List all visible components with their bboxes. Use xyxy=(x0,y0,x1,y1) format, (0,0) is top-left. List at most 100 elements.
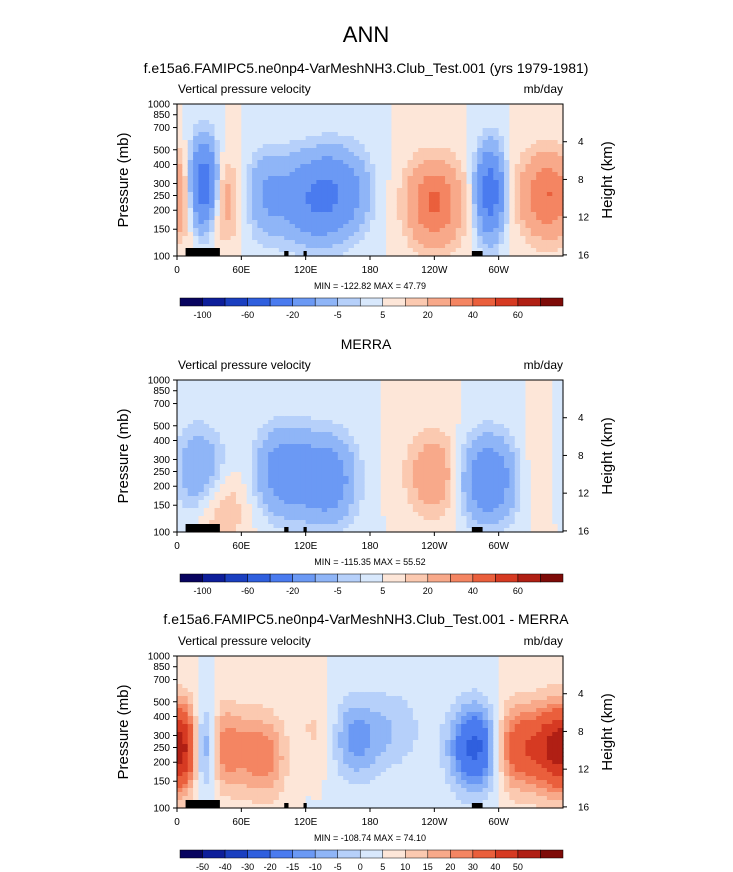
heatmap-cell xyxy=(273,160,280,165)
heatmap-cell xyxy=(450,108,457,113)
heatmap-cell xyxy=(450,496,457,501)
heatmap-cell xyxy=(230,512,237,517)
heatmap-cell xyxy=(493,196,500,201)
heatmap-cell xyxy=(289,108,296,113)
heatmap-cell xyxy=(246,420,253,425)
heatmap-cell xyxy=(370,148,376,153)
heatmap-cell xyxy=(359,252,366,257)
heatmap-cell xyxy=(466,476,473,481)
heatmap-cell xyxy=(187,148,194,153)
heatmap-cell xyxy=(461,232,468,237)
heatmap-cell xyxy=(294,136,301,141)
heatmap-cell xyxy=(423,188,430,193)
heatmap-cell xyxy=(278,456,285,461)
heatmap-cell xyxy=(557,108,564,113)
heatmap-cell xyxy=(300,120,307,125)
heatmap-cell xyxy=(219,252,226,257)
heatmap-cell xyxy=(386,212,393,217)
heatmap-cell xyxy=(370,212,376,217)
heatmap-cell xyxy=(348,384,355,389)
heatmap-cell xyxy=(235,392,242,397)
heatmap-cell xyxy=(182,472,189,477)
heatmap-cell xyxy=(370,204,376,209)
heatmap-cell xyxy=(418,500,425,505)
heatmap-cell xyxy=(359,128,366,133)
heatmap-cell xyxy=(332,380,339,385)
heatmap-cell xyxy=(471,520,478,525)
heatmap-cell xyxy=(294,496,301,501)
heatmap-cell xyxy=(235,156,242,161)
heatmap-cell xyxy=(177,132,183,137)
heatmap-cell xyxy=(487,200,494,205)
heatmap-cell xyxy=(391,528,398,533)
heatmap-cell xyxy=(284,396,291,401)
heatmap-cell xyxy=(235,220,242,225)
heatmap-cell xyxy=(353,180,360,185)
heatmap-cell xyxy=(332,200,339,205)
heatmap-cell xyxy=(252,380,259,385)
heatmap-cell xyxy=(198,384,205,389)
heatmap-cell xyxy=(428,476,435,481)
heatmap-cell xyxy=(348,528,355,533)
heatmap-cell xyxy=(450,528,457,533)
heatmap-cell xyxy=(418,220,425,225)
heatmap-cell xyxy=(332,480,339,485)
heatmap-cell xyxy=(396,120,403,125)
heatmap-cell xyxy=(380,136,387,141)
heatmap-cell xyxy=(337,436,344,441)
heatmap-cell xyxy=(525,136,532,141)
heatmap-cell xyxy=(482,236,489,241)
heatmap-cell xyxy=(198,520,205,525)
heatmap-cell xyxy=(311,184,317,189)
heatmap-cell xyxy=(262,236,269,241)
heatmap-cell xyxy=(391,384,398,389)
heatmap-cell xyxy=(193,160,200,165)
heatmap-cell xyxy=(353,400,360,405)
heatmap-cell xyxy=(321,436,328,441)
heatmap-cell xyxy=(219,244,226,249)
heatmap-cell xyxy=(343,400,350,405)
heatmap-cell xyxy=(391,128,398,133)
heatmap-cell xyxy=(284,220,291,225)
heatmap-cell xyxy=(396,444,403,449)
heatmap-cell xyxy=(439,416,446,421)
heatmap-cell xyxy=(402,472,409,477)
heatmap-cell xyxy=(418,436,425,441)
heatmap-cell xyxy=(311,432,317,437)
heatmap-cell xyxy=(445,420,452,425)
heatmap-cell xyxy=(455,232,462,237)
heatmap-cell xyxy=(214,488,221,493)
heatmap-cell xyxy=(455,416,462,421)
heatmap-cell xyxy=(391,244,398,249)
heatmap-cell xyxy=(235,468,242,473)
heatmap-cell xyxy=(504,152,510,157)
heatmap-cell xyxy=(445,220,452,225)
heatmap-cell xyxy=(252,488,259,493)
heatmap-cell xyxy=(235,140,242,145)
heatmap-cell xyxy=(359,140,366,145)
heatmap-cell xyxy=(455,188,462,193)
heatmap-cell xyxy=(257,384,264,389)
heatmap-cell xyxy=(552,212,559,217)
heatmap-cell xyxy=(327,384,334,389)
heatmap-cell xyxy=(182,496,189,501)
heatmap-cell xyxy=(445,460,452,465)
heatmap-cell xyxy=(257,196,264,201)
heatmap-cell xyxy=(300,380,307,385)
heatmap-cell xyxy=(209,520,216,525)
heatmap-cell xyxy=(327,468,334,473)
heatmap-cell xyxy=(450,444,457,449)
heatmap-cell xyxy=(412,492,419,497)
heatmap-cell xyxy=(268,112,275,117)
heatmap-cell xyxy=(311,236,317,241)
heatmap-cell xyxy=(284,188,291,193)
heatmap-cell xyxy=(177,420,183,425)
heatmap-cell xyxy=(209,104,216,109)
heatmap-cell xyxy=(225,480,232,485)
heatmap-cell xyxy=(557,128,564,133)
heatmap-cell xyxy=(241,224,248,229)
heatmap-cell xyxy=(471,440,478,445)
heatmap-cell xyxy=(514,232,521,237)
heatmap-cell xyxy=(219,148,226,153)
heatmap-cell xyxy=(225,412,232,417)
